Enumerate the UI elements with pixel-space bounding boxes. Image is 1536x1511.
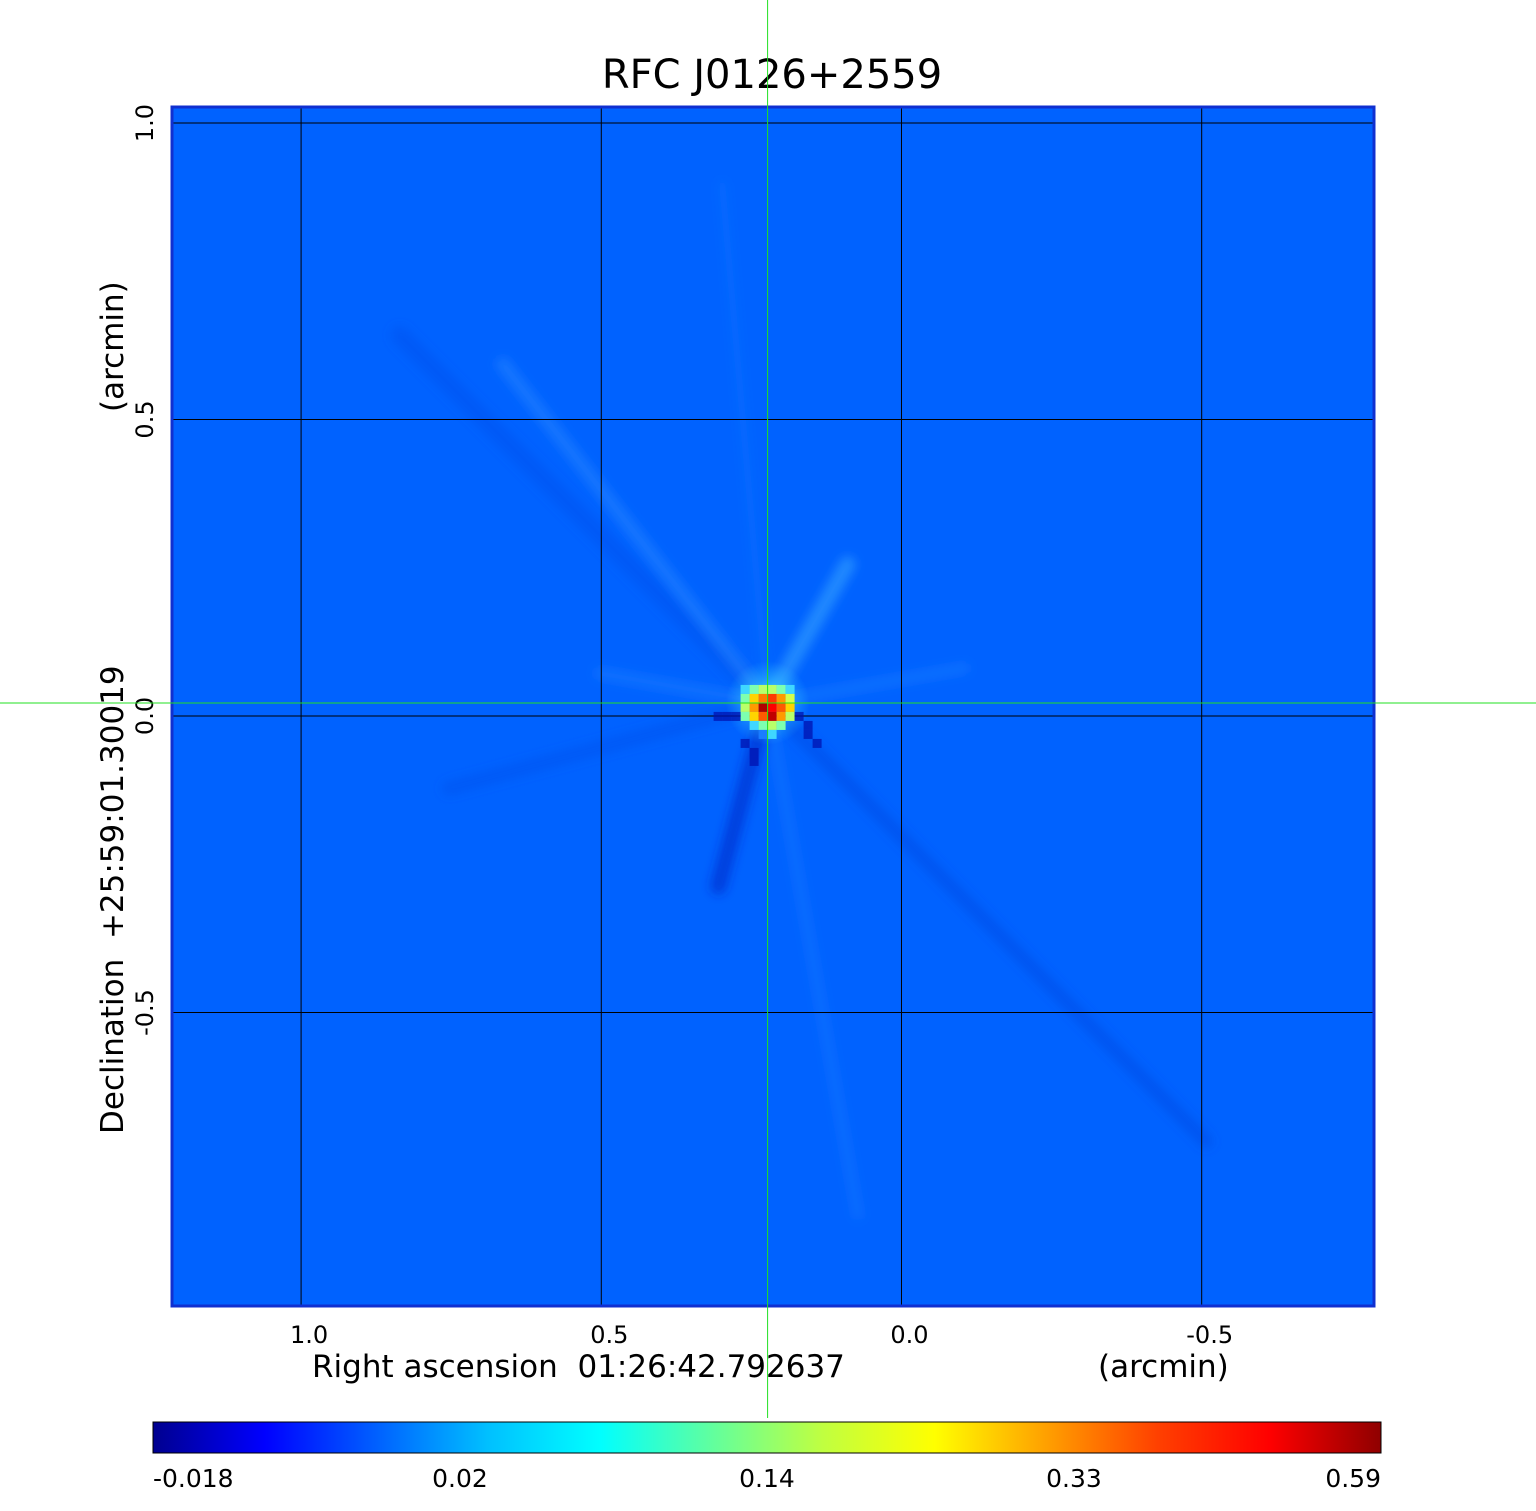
x-axis-unit: (arcmin) [1098, 1349, 1229, 1385]
source-pixel [758, 684, 768, 694]
colorbar-tick-0: -0.018 [153, 1464, 234, 1493]
negative-pixel [731, 711, 741, 721]
y-tick-label-0: 1.0 [131, 104, 159, 142]
source-pixel [767, 711, 777, 721]
x-tick-label-2: 0.0 [890, 1321, 928, 1349]
colorbar-tick-4: 0.59 [1325, 1464, 1381, 1493]
source-pixel [785, 684, 795, 694]
y-axis-label: Declination +25:59:01.30019 [95, 665, 131, 1134]
chart-title: RFC J0126+2559 [602, 52, 942, 98]
colorbar-tick-3: 0.33 [1046, 1464, 1102, 1493]
negative-pixel [794, 711, 804, 721]
source-pixel [776, 702, 786, 712]
source-pixel [740, 702, 750, 712]
source-pixel [785, 711, 795, 721]
artifact-streak-5 [760, 695, 1214, 1149]
x-axis-label: Right ascension 01:26:42.792637 [312, 1349, 845, 1385]
negative-pixel [812, 738, 822, 748]
negative-pixel [722, 711, 732, 721]
source-pixel [767, 729, 777, 739]
source-pixel [758, 720, 768, 730]
source-pixel [776, 711, 786, 721]
negative-pixel [803, 729, 813, 739]
source-pixel [785, 702, 795, 712]
source-pixel [740, 711, 750, 721]
colorbar-tick-1: 0.02 [432, 1464, 488, 1493]
source-pixel [767, 684, 777, 694]
y-tick-labels: 1.00.50.0-0.5 [131, 104, 159, 1036]
y-axis-unit: (arcmin) [95, 281, 131, 412]
y-tick-label-1: 0.5 [131, 400, 159, 438]
source-pixel [749, 711, 759, 721]
source-pixel [758, 702, 768, 712]
source-pixel [767, 702, 777, 712]
plot-area [170, 105, 1376, 1308]
source-pixel [767, 720, 777, 730]
source-pixel [749, 684, 759, 694]
artifact-streak-1 [495, 357, 775, 710]
artifact-streak-8 [762, 697, 863, 1221]
source-pixel [740, 693, 750, 703]
y-tick-label-3: -0.5 [131, 989, 159, 1036]
source-pixel [758, 729, 768, 739]
source-pixel [740, 684, 750, 694]
artifact-streak-9 [718, 180, 772, 707]
colorbar-tick-2: 0.14 [739, 1464, 795, 1493]
source-pixel [767, 693, 777, 703]
source-pixel [749, 720, 759, 730]
source-pixel [776, 720, 786, 730]
source-pixel [758, 693, 768, 703]
colorbar-tick-labels: -0.018 0.02 0.14 0.33 0.59 [153, 1464, 1381, 1493]
source-peak [713, 684, 822, 766]
negative-pixel [740, 738, 750, 748]
source-pixel [785, 693, 795, 703]
source-pixel [749, 693, 759, 703]
source-pixel [776, 684, 786, 694]
source-pixel [776, 693, 786, 703]
plot-frame [170, 105, 1376, 1308]
x-tick-label-0: 1.0 [290, 1321, 328, 1349]
x-tick-labels: 1.0 0.5 0.0 -0.5 [290, 1321, 1233, 1349]
colorbar-gradient [152, 1421, 1382, 1454]
x-tick-label-1: 0.5 [590, 1321, 628, 1349]
crosshair [0, 0, 1536, 1418]
negative-pixel [749, 756, 759, 766]
colorbar: -0.018 0.02 0.14 0.33 0.59 [152, 1421, 1382, 1493]
negative-pixel [713, 711, 723, 721]
negative-pixel [803, 720, 813, 730]
artifact-streak-0 [390, 326, 777, 712]
source-pixel [758, 711, 768, 721]
negative-pixel [749, 747, 759, 757]
x-tick-label-3: -0.5 [1186, 1321, 1233, 1349]
source-pixel [749, 702, 759, 712]
